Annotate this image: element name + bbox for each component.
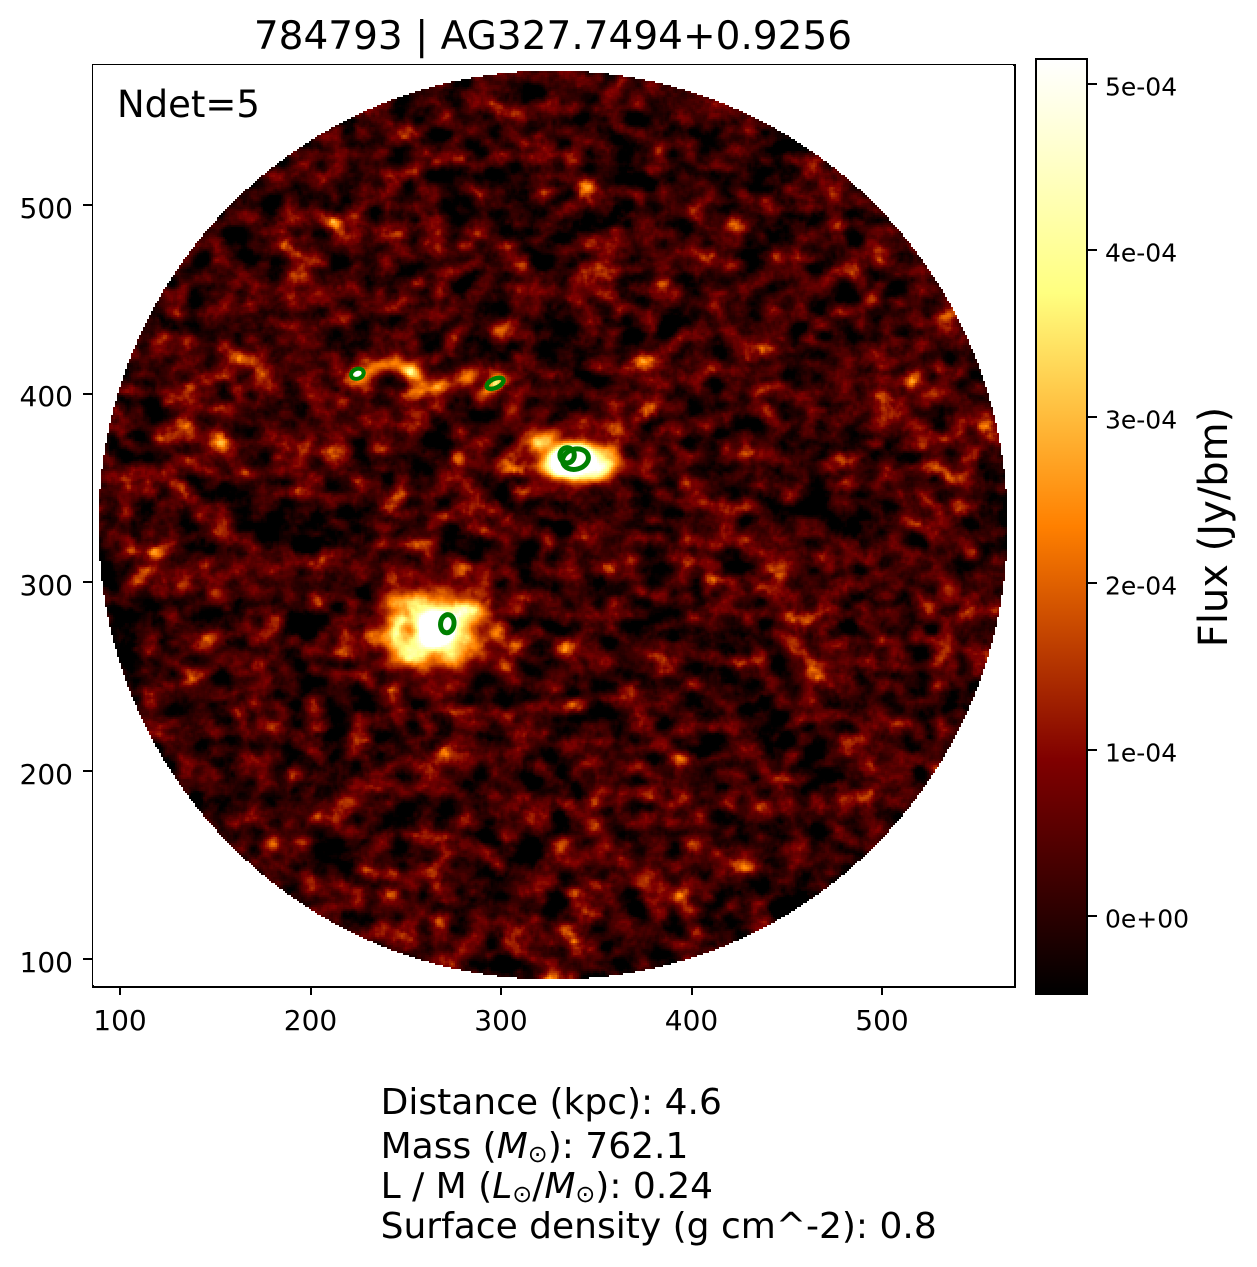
stats-segment: L / M ( <box>380 1166 493 1207</box>
stats-segment: Mass ( <box>380 1126 497 1167</box>
solar-symbol: ⊙ <box>527 1140 548 1169</box>
colorbar-tick-label: 5e-04 <box>1105 72 1178 102</box>
stats-line-surface-density: Surface density (g cm^-2): 0.8 <box>381 1209 937 1245</box>
colorbar-tick-mark <box>1088 83 1097 85</box>
colorbar <box>1035 58 1088 995</box>
colorbar-tick-label: 1e-04 <box>1105 738 1178 768</box>
colorbar-tick-mark <box>1088 748 1097 751</box>
x-tick-label: 500 <box>855 1003 909 1037</box>
stats-line-distance: Distance (kpc): 4.6 <box>381 1085 722 1121</box>
colorbar-tick-label: 2e-04 <box>1105 571 1178 601</box>
ndet-annotation: Ndet=5 <box>117 83 260 126</box>
colorbar-axis-label: Flux (Jy/bm) <box>1191 406 1237 648</box>
stats-line-mass: Mass (M⊙): 762.1 <box>381 1129 689 1167</box>
solar-symbol: ⊙ <box>512 1180 533 1209</box>
detection-contour-ellipse <box>560 446 591 472</box>
y-tick-label: 100 <box>19 946 73 980</box>
colorbar-tick-label: 0e+00 <box>1105 904 1190 934</box>
detection-contour-ellipse <box>349 366 366 381</box>
x-tick-label: 300 <box>474 1003 528 1037</box>
colorbar-tick-label: 3e-04 <box>1105 405 1178 435</box>
x-tick-mark <box>500 986 502 995</box>
axes-frame <box>92 64 1016 988</box>
x-tick-mark <box>119 986 121 995</box>
y-tick-label: 200 <box>19 757 73 791</box>
stats-segment: / <box>532 1166 545 1207</box>
y-tick-mark <box>83 392 92 395</box>
flux-map-canvas <box>93 65 1013 985</box>
y-tick-label: 500 <box>19 191 73 225</box>
y-tick-label: 300 <box>19 568 73 602</box>
y-tick-mark <box>83 203 92 206</box>
y-tick-mark <box>83 769 92 772</box>
stats-segment: Distance (kpc): 4.6 <box>380 1082 722 1123</box>
detection-contour-ellipse <box>557 445 577 466</box>
colorbar-tick-mark <box>1088 415 1097 418</box>
x-tick-label: 200 <box>283 1003 338 1037</box>
y-tick-mark <box>83 581 92 584</box>
x-tick-mark <box>881 986 883 995</box>
y-tick-mark <box>83 958 92 961</box>
plot-title: 784793 | AG327.7494+0.9256 <box>253 14 853 59</box>
luminosity-symbol: L <box>492 1166 513 1207</box>
solar-symbol: ⊙ <box>575 1180 596 1209</box>
colorbar-tick-mark <box>1088 582 1097 585</box>
stats-line-lm: L / M (L⊙/M⊙): 0.24 <box>381 1169 713 1207</box>
colorbar-tick-mark <box>1088 915 1097 917</box>
detection-contour-ellipse <box>438 612 457 636</box>
stats-segment: Surface density (g cm^-2): 0.8 <box>380 1206 937 1247</box>
mass-symbol: M <box>496 1126 528 1167</box>
mass-symbol: M <box>544 1166 576 1207</box>
y-tick-label: 400 <box>19 380 73 414</box>
x-tick-label: 100 <box>93 1003 147 1037</box>
detection-contours <box>349 366 591 636</box>
x-tick-label: 400 <box>664 1003 719 1037</box>
colorbar-tick-mark <box>1088 249 1097 252</box>
stats-segment: ): 762.1 <box>547 1126 689 1167</box>
x-tick-mark <box>309 986 312 995</box>
detection-contour-ellipse <box>484 375 506 392</box>
x-tick-mark <box>690 986 693 995</box>
colorbar-tick-label: 4e-04 <box>1105 238 1178 268</box>
stats-segment: ): 0.24 <box>595 1166 714 1207</box>
